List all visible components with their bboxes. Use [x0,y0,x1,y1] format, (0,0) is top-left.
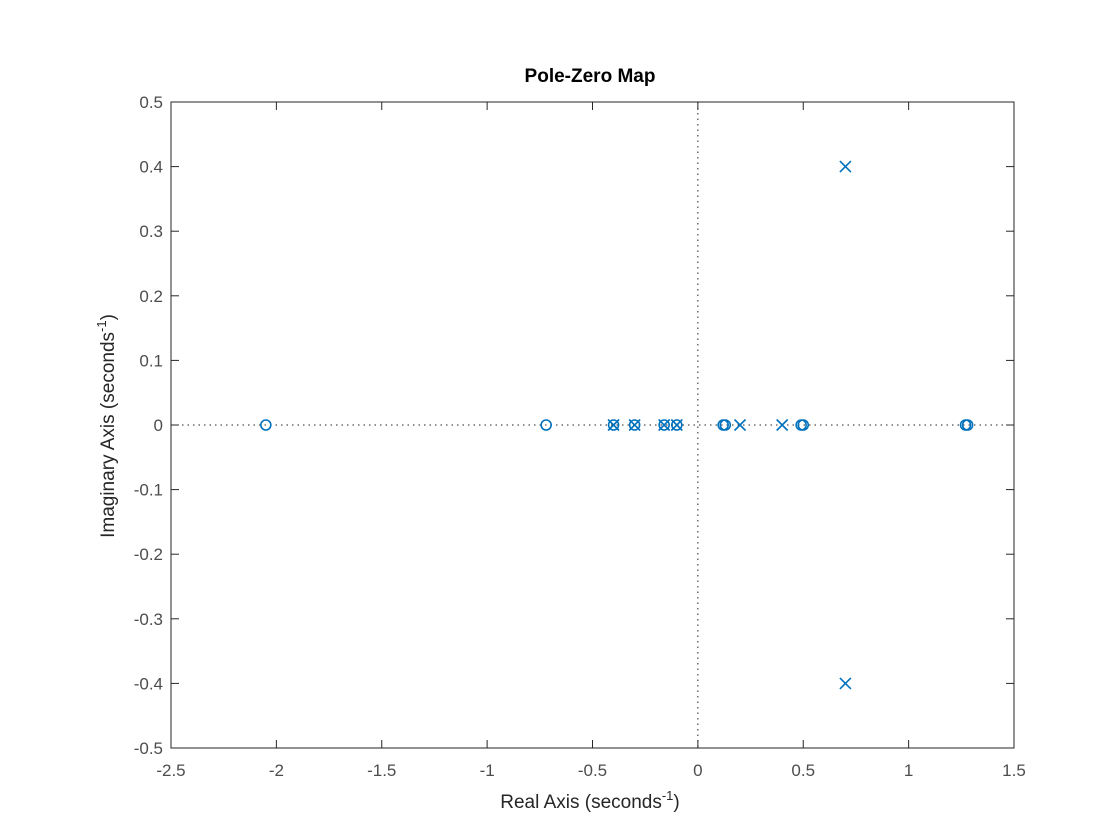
x-tick-label: 1 [904,761,913,780]
pole-marker [733,418,747,432]
y-tick-label: -0.5 [134,739,163,758]
x-axis-title: Real Axis (seconds-1) [500,788,679,813]
y-tick-label: -0.4 [134,674,163,693]
x-tick-label: -2.5 [156,761,185,780]
plot-area: -2.5 -2 -1.5 -1 -0.5 0 0.5 1 1.5 0.5 0.4 0.3 0.2 0.1 0… [134,93,1026,780]
x-axis-title-superscript: -1 [662,788,674,803]
zero-marker [607,419,620,431]
x-tick-label: -2 [269,761,284,780]
x-tick-label: -0.5 [578,761,607,780]
zero-marker [719,419,732,431]
y-axis-title-text: Imaginary Axis (seconds [98,332,119,538]
pole-marker [839,160,852,173]
axes-box [170,101,1015,749]
x-tick-label: 1.5 [1002,761,1026,780]
x-tick-label: -1.5 [367,761,396,780]
y-axis-title: Imaginary Axis (seconds-1) [94,314,119,538]
zero-marker [540,419,552,431]
pole-marker [839,677,852,690]
x-tick-label: -1 [480,761,495,780]
y-tick-label: -0.1 [134,481,163,500]
y-tick-label: -0.2 [134,545,163,564]
y-tick-label: 0.1 [139,351,163,370]
y-axis-title-superscript: -1 [94,320,109,332]
x-tick-label: 0.5 [791,761,815,780]
y-tick-label: -0.3 [134,610,163,629]
x-axis-title-close: ) [673,792,679,813]
pole-marker [776,418,789,432]
y-tick-label: 0.4 [139,158,163,177]
x-axis-title-text: Real Axis (seconds [500,792,662,813]
y-axis-title-close: ) [98,314,119,320]
chart-title: Pole-Zero Map [525,66,656,87]
zero-marker [260,419,272,431]
zero-marker [961,419,974,431]
y-tick-label: 0 [154,416,163,435]
y-tick-label: 0.2 [139,287,163,306]
x-tick-label: 0 [693,761,702,780]
zero-marker [658,419,670,431]
zero-marker [797,419,810,431]
zero-marker [628,419,641,431]
y-tick-label: 0.5 [139,93,163,112]
y-tick-label: 0.3 [139,222,163,241]
zero-marker [670,419,683,431]
